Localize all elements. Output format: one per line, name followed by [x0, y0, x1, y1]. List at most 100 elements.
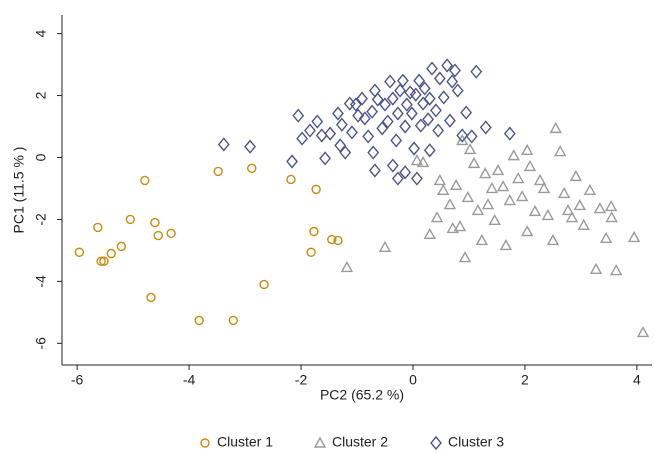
point	[408, 141, 421, 156]
point	[520, 225, 534, 237]
point	[593, 202, 607, 214]
point	[569, 169, 583, 182]
point	[491, 164, 505, 176]
point	[396, 73, 409, 88]
x-tick-label: 0	[409, 372, 417, 388]
point	[384, 74, 396, 89]
point	[334, 138, 347, 153]
point	[417, 96, 429, 111]
point	[319, 151, 332, 166]
point	[609, 264, 623, 276]
point	[470, 64, 483, 79]
point	[636, 326, 650, 338]
point	[399, 119, 412, 134]
point	[533, 173, 547, 186]
point	[573, 199, 586, 211]
point	[589, 262, 603, 274]
point	[478, 167, 492, 179]
point	[430, 211, 444, 223]
point	[605, 211, 618, 223]
point	[335, 117, 348, 132]
point	[433, 173, 447, 186]
point	[399, 165, 412, 180]
point	[346, 125, 358, 140]
point	[391, 171, 404, 186]
point	[453, 220, 467, 232]
x-axis-label: PC2 (65.2 %)	[320, 387, 404, 403]
point	[349, 97, 362, 112]
point	[244, 139, 256, 154]
point	[106, 248, 116, 259]
x-tick-label: -6	[71, 372, 84, 388]
legend-label: Cluster 2	[332, 434, 388, 450]
point	[475, 234, 489, 246]
point	[423, 143, 436, 158]
point	[340, 260, 354, 273]
point	[449, 63, 461, 78]
point	[286, 154, 298, 169]
point	[451, 83, 464, 98]
point	[485, 182, 499, 194]
point	[528, 204, 542, 217]
point	[309, 226, 319, 237]
point	[503, 194, 517, 206]
point	[306, 247, 316, 257]
point	[523, 160, 537, 172]
point	[166, 228, 176, 239]
point	[332, 106, 344, 121]
point	[93, 222, 103, 233]
point	[418, 81, 431, 96]
point	[433, 71, 446, 86]
point	[333, 235, 343, 246]
point	[404, 85, 417, 100]
point	[311, 114, 324, 129]
point	[441, 58, 454, 73]
point	[292, 108, 305, 123]
point	[467, 156, 481, 169]
point	[378, 240, 392, 253]
point	[561, 204, 575, 216]
point	[460, 105, 473, 120]
point	[446, 74, 459, 89]
point	[507, 149, 520, 161]
point	[379, 97, 391, 112]
point	[410, 171, 423, 186]
point	[503, 126, 516, 141]
point	[546, 234, 560, 246]
point	[304, 123, 316, 138]
point	[463, 142, 477, 155]
point	[409, 87, 422, 102]
point	[339, 145, 352, 160]
point	[140, 175, 150, 186]
point	[367, 145, 380, 160]
point	[444, 113, 456, 128]
point	[496, 180, 510, 192]
point	[432, 123, 445, 138]
point	[512, 172, 525, 184]
point	[125, 214, 135, 225]
point	[405, 106, 418, 121]
point	[446, 221, 459, 234]
point	[413, 73, 426, 88]
point	[423, 91, 436, 106]
x-tick-label: 4	[633, 372, 641, 388]
point	[488, 213, 501, 226]
point	[458, 251, 472, 263]
point	[471, 204, 485, 216]
legend-marker	[200, 438, 210, 448]
point	[259, 279, 269, 290]
point	[390, 133, 403, 148]
point	[554, 145, 567, 157]
point	[430, 103, 442, 118]
point	[577, 218, 590, 231]
legend-marker	[430, 435, 442, 451]
point	[213, 166, 223, 177]
point	[194, 315, 204, 326]
point	[423, 227, 436, 239]
point	[376, 121, 389, 136]
point	[153, 230, 163, 241]
point	[116, 241, 127, 252]
point	[437, 183, 450, 196]
point	[583, 183, 597, 196]
y-tick-label: -6	[33, 337, 49, 350]
